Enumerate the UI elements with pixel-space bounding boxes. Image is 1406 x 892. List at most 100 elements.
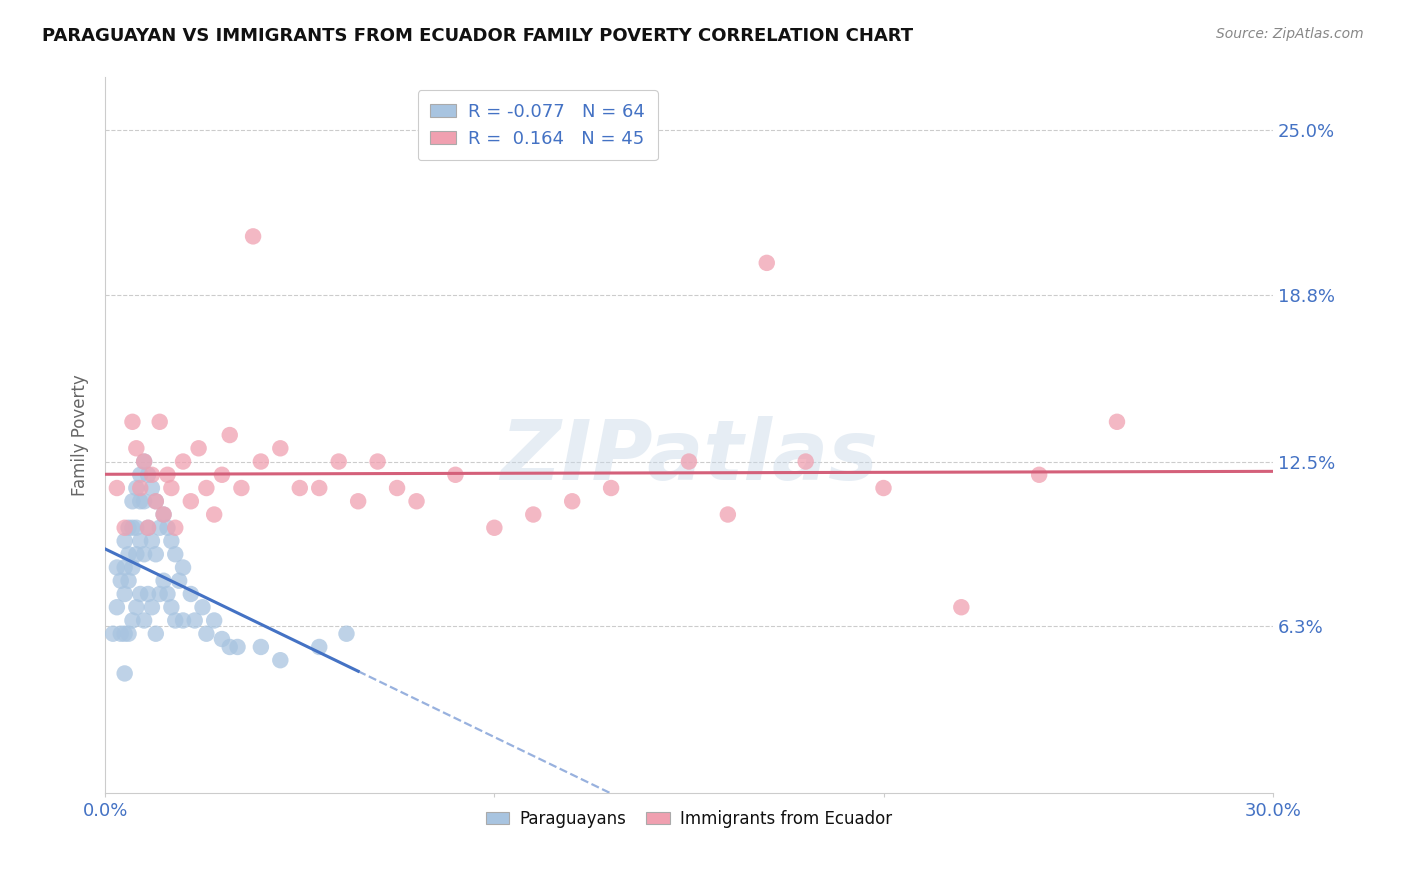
Point bbox=[187, 442, 209, 456]
Point bbox=[172, 614, 194, 628]
Point bbox=[191, 600, 214, 615]
Point bbox=[250, 454, 273, 468]
Point bbox=[288, 481, 311, 495]
Point bbox=[180, 494, 202, 508]
Point bbox=[129, 494, 152, 508]
Point bbox=[152, 508, 174, 522]
Point bbox=[308, 640, 330, 654]
Point bbox=[110, 626, 132, 640]
Point bbox=[218, 640, 240, 654]
Point bbox=[172, 454, 194, 468]
Point bbox=[129, 587, 152, 601]
Point bbox=[165, 614, 187, 628]
Point bbox=[405, 494, 427, 508]
Point bbox=[250, 640, 273, 654]
Point bbox=[117, 626, 139, 640]
Point bbox=[141, 600, 163, 615]
Point bbox=[134, 547, 156, 561]
Point bbox=[114, 521, 136, 535]
Point bbox=[328, 454, 350, 468]
Point bbox=[114, 560, 136, 574]
Point bbox=[218, 428, 240, 442]
Point bbox=[195, 481, 218, 495]
Point bbox=[136, 521, 159, 535]
Point bbox=[141, 534, 163, 549]
Point bbox=[110, 574, 132, 588]
Point bbox=[717, 508, 740, 522]
Point bbox=[149, 587, 172, 601]
Point bbox=[125, 442, 148, 456]
Point bbox=[145, 494, 167, 508]
Point bbox=[125, 600, 148, 615]
Y-axis label: Family Poverty: Family Poverty bbox=[72, 374, 89, 496]
Point bbox=[385, 481, 408, 495]
Point bbox=[125, 547, 148, 561]
Point bbox=[145, 626, 167, 640]
Point bbox=[121, 560, 143, 574]
Point bbox=[522, 508, 544, 522]
Point bbox=[308, 481, 330, 495]
Point bbox=[160, 600, 183, 615]
Point bbox=[367, 454, 389, 468]
Legend: Paraguayans, Immigrants from Ecuador: Paraguayans, Immigrants from Ecuador bbox=[479, 803, 898, 834]
Point bbox=[444, 467, 467, 482]
Point bbox=[872, 481, 894, 495]
Point bbox=[114, 534, 136, 549]
Point bbox=[145, 547, 167, 561]
Point bbox=[136, 587, 159, 601]
Text: PARAGUAYAN VS IMMIGRANTS FROM ECUADOR FAMILY POVERTY CORRELATION CHART: PARAGUAYAN VS IMMIGRANTS FROM ECUADOR FA… bbox=[42, 27, 914, 45]
Point bbox=[121, 494, 143, 508]
Point bbox=[561, 494, 583, 508]
Point bbox=[134, 454, 156, 468]
Point bbox=[755, 256, 778, 270]
Point bbox=[105, 600, 128, 615]
Point bbox=[172, 560, 194, 574]
Point bbox=[226, 640, 249, 654]
Point bbox=[105, 560, 128, 574]
Point bbox=[136, 521, 159, 535]
Point bbox=[1028, 467, 1050, 482]
Point bbox=[231, 481, 253, 495]
Point bbox=[114, 626, 136, 640]
Point bbox=[136, 467, 159, 482]
Point bbox=[183, 614, 205, 628]
Point bbox=[211, 632, 233, 646]
Point bbox=[141, 467, 163, 482]
Point bbox=[156, 587, 179, 601]
Point bbox=[195, 626, 218, 640]
Point bbox=[156, 521, 179, 535]
Point bbox=[347, 494, 370, 508]
Point bbox=[134, 494, 156, 508]
Point bbox=[160, 534, 183, 549]
Point bbox=[141, 481, 163, 495]
Point bbox=[167, 574, 190, 588]
Point bbox=[145, 494, 167, 508]
Point bbox=[152, 508, 174, 522]
Point bbox=[165, 521, 187, 535]
Point bbox=[105, 481, 128, 495]
Point bbox=[202, 508, 225, 522]
Point bbox=[484, 521, 506, 535]
Point bbox=[129, 467, 152, 482]
Point bbox=[117, 521, 139, 535]
Point bbox=[600, 481, 623, 495]
Point bbox=[269, 653, 291, 667]
Point bbox=[117, 547, 139, 561]
Point bbox=[149, 415, 172, 429]
Point bbox=[121, 521, 143, 535]
Point bbox=[1105, 415, 1128, 429]
Point bbox=[794, 454, 817, 468]
Point bbox=[101, 626, 124, 640]
Point bbox=[129, 534, 152, 549]
Point bbox=[678, 454, 700, 468]
Point bbox=[134, 454, 156, 468]
Point bbox=[180, 587, 202, 601]
Point bbox=[335, 626, 357, 640]
Point bbox=[129, 481, 152, 495]
Point bbox=[134, 614, 156, 628]
Point bbox=[152, 574, 174, 588]
Point bbox=[121, 415, 143, 429]
Text: ZIPatlas: ZIPatlas bbox=[501, 416, 877, 497]
Point bbox=[242, 229, 264, 244]
Point bbox=[165, 547, 187, 561]
